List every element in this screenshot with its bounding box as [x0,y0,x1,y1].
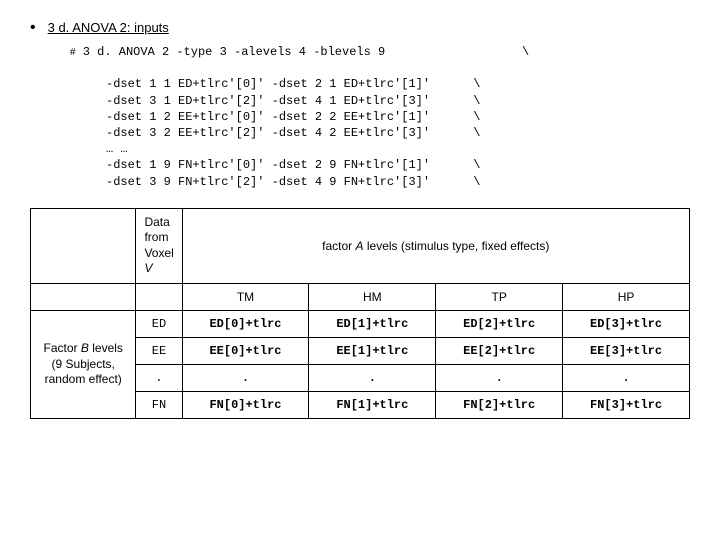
cell: FN[3]+tlrc [563,392,690,419]
code-line-3: -dset 1 2 EE+tlrc'[0]' -dset 2 2 EE+tlrc… [70,110,430,124]
code-line-4: -dset 3 2 EE+tlrc'[2]' -dset 4 2 EE+tlrc… [70,126,430,140]
cell: EE[1]+tlrc [309,338,436,365]
code-bs-7: \ [473,175,480,189]
title-suffix: : inputs [127,20,169,35]
cell: . [182,365,309,392]
cell: ED[1]+tlrc [309,311,436,338]
row-dot: . [136,365,182,392]
col-tp: TP [436,284,563,311]
empty-cell [31,284,136,311]
code-bs-2: \ [473,94,480,108]
cell: . [436,365,563,392]
cell: FN[1]+tlrc [309,392,436,419]
cell: . [563,365,690,392]
cell: ED[0]+tlrc [182,311,309,338]
table-row: Factor B levels (9 Subjects, random effe… [31,311,690,338]
cell: EE[3]+tlrc [563,338,690,365]
data-from-voxel: Data from Voxel V [136,208,182,283]
code-line-5: … … [70,142,128,156]
table-row: Data from Voxel V factor A levels (stimu… [31,208,690,283]
code-bs-1: \ [473,77,480,91]
col-hm: HM [309,284,436,311]
code-bs-6: \ [473,158,480,172]
code-bs-3: \ [473,110,480,124]
code-line-0: 3 d. ANOVA 2 -type 3 -alevels 4 -blevels… [83,45,385,59]
bullet-icon: • [30,20,36,36]
code-line-6: -dset 1 9 FN+tlrc'[0]' -dset 2 9 FN+tlrc… [70,158,430,172]
empty-cell [136,284,182,311]
factor-b-label: Factor B levels (9 Subjects, random effe… [31,311,136,419]
cell: EE[0]+tlrc [182,338,309,365]
cell: FN[2]+tlrc [436,392,563,419]
title-line: • 3 d. ANOVA 2: inputs [30,20,690,36]
cell: FN[0]+tlrc [182,392,309,419]
code-line-2: -dset 3 1 ED+tlrc'[2]' -dset 4 1 ED+tlrc… [70,94,430,108]
row-ee: EE [136,338,182,365]
empty-cell [31,208,136,283]
table-row: TM HM TP HP [31,284,690,311]
row-ed: ED [136,311,182,338]
row-fn: FN [136,392,182,419]
code-bs-0: \ [522,45,529,59]
code-line-1: -dset 1 1 ED+tlrc'[0]' -dset 2 1 ED+tlrc… [70,77,430,91]
code-bs-4: \ [473,126,480,140]
code-line-7: -dset 3 9 FN+tlrc'[2]' -dset 4 9 FN+tlrc… [70,175,430,189]
factor-a-header: factor A levels (stimulus type, fixed ef… [182,208,689,283]
cell: ED[2]+tlrc [436,311,563,338]
col-tm: TM [182,284,309,311]
code-block: # 3 d. ANOVA 2 -type 3 -alevels 4 -bleve… [70,44,690,190]
cell: ED[3]+tlrc [563,311,690,338]
cell: . [309,365,436,392]
col-hp: HP [563,284,690,311]
title: 3 d. ANOVA 2: inputs [48,20,169,35]
anova-table: Data from Voxel V factor A levels (stimu… [30,208,690,419]
title-prefix: 3 d. ANOVA 2 [48,20,127,35]
cell: EE[2]+tlrc [436,338,563,365]
